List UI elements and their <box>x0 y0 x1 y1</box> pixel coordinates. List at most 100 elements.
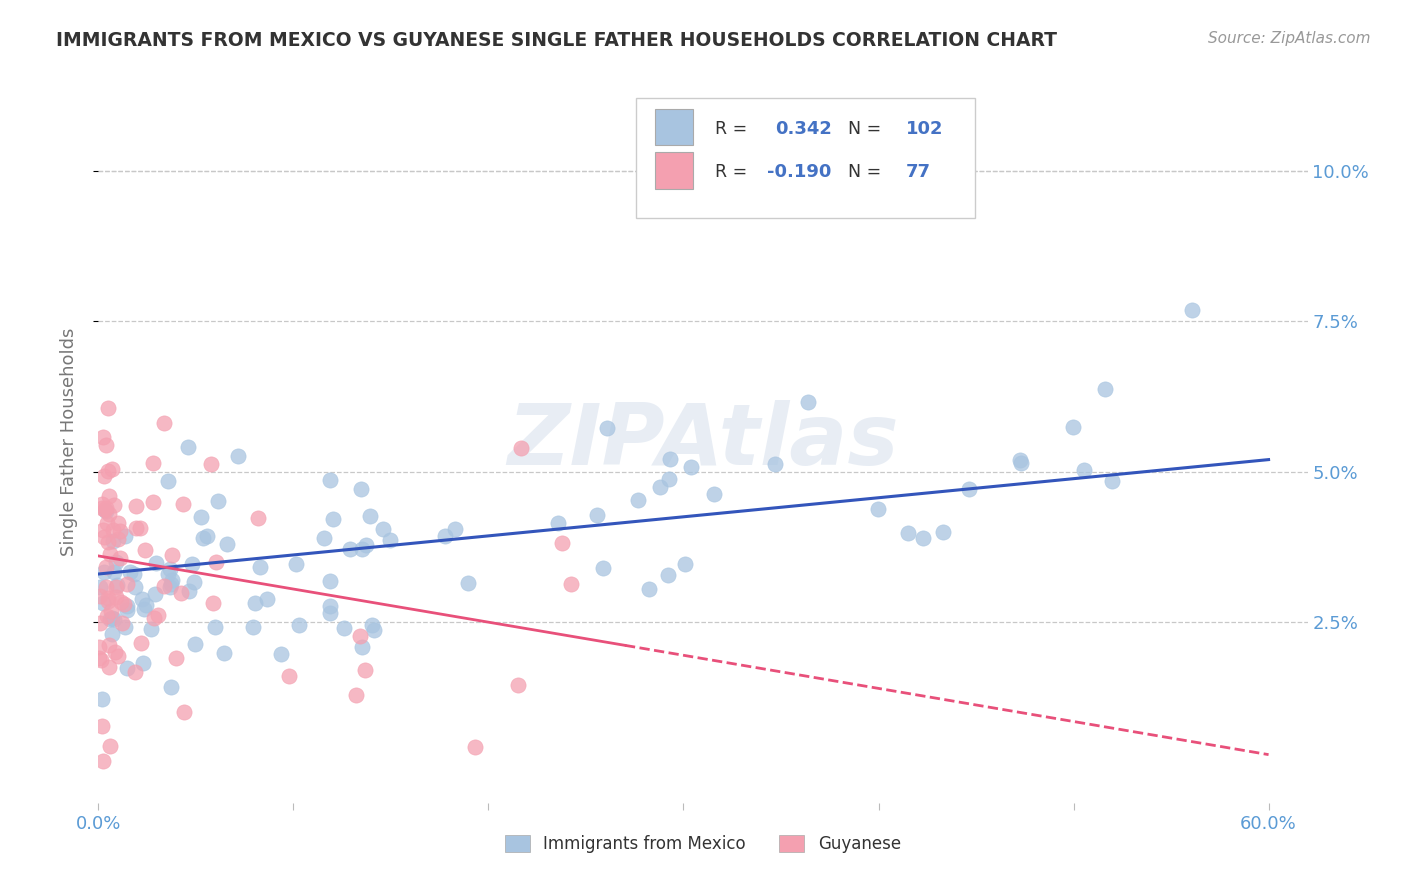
Point <box>142 495 165 509</box>
Point <box>560 577 582 591</box>
Point <box>371 522 394 536</box>
Point <box>96 504 118 518</box>
Point <box>160 577 183 591</box>
Point <box>354 538 377 552</box>
Point <box>89 580 111 594</box>
Point <box>89 640 111 654</box>
Point <box>866 502 889 516</box>
Point <box>100 605 122 619</box>
Point <box>226 449 249 463</box>
Point <box>160 549 183 563</box>
Point <box>108 551 131 566</box>
Point <box>1010 452 1032 467</box>
Point <box>763 457 786 471</box>
Point <box>115 599 138 614</box>
Bar <box>655 109 693 145</box>
Point <box>97 594 120 608</box>
Point <box>101 533 124 548</box>
Point <box>131 657 153 671</box>
Point <box>108 524 131 539</box>
Point <box>98 508 121 522</box>
Point <box>657 567 679 582</box>
Point <box>91 596 114 610</box>
Point <box>94 438 117 452</box>
Point <box>360 618 382 632</box>
Point <box>100 627 122 641</box>
Text: -0.190: -0.190 <box>768 163 831 181</box>
Point <box>101 523 124 537</box>
Point <box>120 565 142 579</box>
Point <box>107 648 129 663</box>
Point <box>90 653 112 667</box>
Point <box>1101 474 1123 488</box>
Point <box>107 516 129 531</box>
Point <box>932 524 955 539</box>
Point <box>200 457 222 471</box>
Point <box>159 562 181 576</box>
Point <box>659 451 682 466</box>
Point <box>122 566 145 581</box>
Text: ZIPAtlas: ZIPAtlas <box>508 400 898 483</box>
Point <box>172 497 194 511</box>
Point <box>648 480 671 494</box>
Point <box>97 535 120 549</box>
Point <box>111 615 134 630</box>
Point <box>97 660 120 674</box>
Point <box>96 516 118 530</box>
Point <box>124 580 146 594</box>
Point <box>97 401 120 416</box>
Point <box>510 441 533 455</box>
Point <box>333 621 356 635</box>
Point <box>586 508 609 522</box>
Point <box>91 430 114 444</box>
Point <box>93 468 115 483</box>
Point <box>98 638 121 652</box>
Point <box>103 498 125 512</box>
Point <box>638 582 661 596</box>
Point <box>658 472 681 486</box>
Point <box>91 497 114 511</box>
Point <box>592 561 614 575</box>
Point <box>135 598 157 612</box>
Point <box>115 603 138 617</box>
Point <box>204 620 226 634</box>
Point <box>191 532 214 546</box>
Point <box>160 680 183 694</box>
Point <box>103 566 125 580</box>
Point <box>359 509 381 524</box>
Point <box>551 536 574 550</box>
Point <box>319 574 342 588</box>
Point <box>165 651 187 665</box>
Point <box>181 557 204 571</box>
Point <box>98 612 121 626</box>
Point <box>242 620 264 634</box>
Point <box>94 580 117 594</box>
Point <box>98 739 121 754</box>
Point <box>339 541 361 556</box>
Point <box>125 520 148 534</box>
Text: Source: ZipAtlas.com: Source: ZipAtlas.com <box>1208 31 1371 46</box>
Y-axis label: Single Father Households: Single Father Households <box>59 327 77 556</box>
Point <box>380 533 402 547</box>
Point <box>145 556 167 570</box>
Point <box>153 416 176 430</box>
Point <box>153 579 176 593</box>
Point <box>270 647 292 661</box>
Point <box>146 607 169 622</box>
Point <box>96 608 118 623</box>
Point <box>114 529 136 543</box>
Point <box>319 599 342 613</box>
Text: R =: R = <box>716 163 748 181</box>
Point <box>104 555 127 569</box>
Point <box>344 688 367 702</box>
Point <box>94 501 117 516</box>
Point <box>159 580 181 594</box>
Point <box>110 595 132 609</box>
Point <box>288 618 311 632</box>
Point <box>278 669 301 683</box>
Point <box>797 394 820 409</box>
Point <box>93 530 115 544</box>
Point <box>1094 382 1116 396</box>
Point <box>107 533 129 547</box>
Point <box>217 537 239 551</box>
